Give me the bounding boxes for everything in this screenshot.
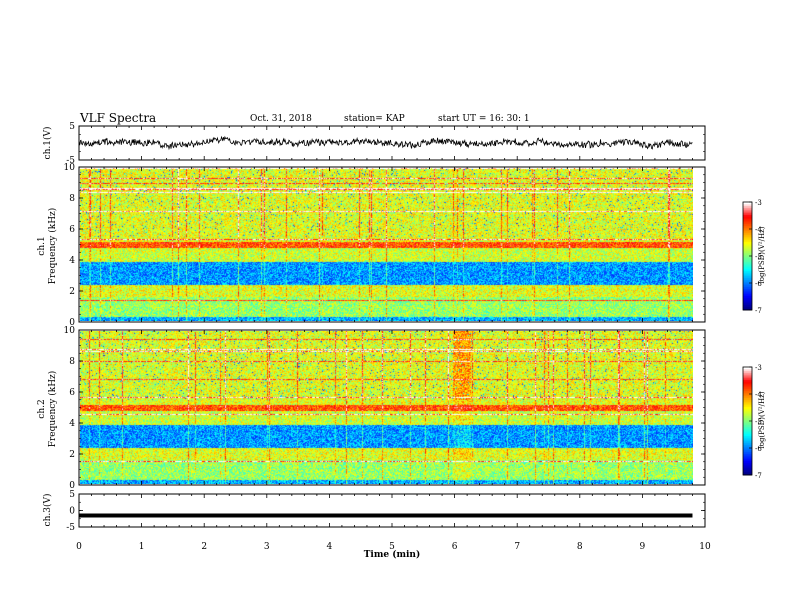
- cb2-tick-0: -3: [755, 364, 762, 372]
- ch2-spectrogram-y-label: ch.2 Frequency (kHz): [37, 371, 58, 448]
- ch3-waveform-panel: 50-50 1 2 3 4 5 6 7 8 9 10: [66, 490, 711, 552]
- ch3-waveform-panel-frame: [78, 493, 706, 528]
- x-axis-label: Time (min): [364, 549, 421, 560]
- ch3-y-label: ch.3(V): [42, 494, 53, 527]
- ch2-spectrogram-y-label-quantity: Frequency (kHz): [47, 371, 58, 448]
- ch1-spectrogram-panel-ytick-3: 6: [69, 225, 75, 235]
- cb1-tick-3: -6: [755, 280, 762, 288]
- x-tick-5: 5: [389, 542, 395, 552]
- ch1-waveform-line: [78, 135, 693, 151]
- x-tick-7: 7: [514, 542, 520, 552]
- ch1-waveform-panel-ytick-0: 5: [69, 122, 75, 132]
- ch1-spectrogram-y-label-channel: ch.1: [37, 236, 47, 255]
- ch1-colorbar: -3 -4 -5 -6 -7: [742, 199, 762, 315]
- cb2-tick-2: -5: [755, 418, 762, 426]
- ch2-colorbar: -3 -4 -5 -6 -7: [742, 364, 762, 480]
- ch1-waveform-panel-frame: [78, 125, 706, 161]
- ch1-spectrogram-panel: 0 2 4 6 8 10: [64, 163, 706, 328]
- ch3-waveform-panel-ytick-1: 0: [69, 507, 75, 517]
- x-tick-2: 2: [201, 542, 207, 552]
- start-time-label: start UT = 16: 30: 1: [438, 114, 530, 124]
- x-tick-10: 10: [699, 542, 711, 552]
- x-tick-3: 3: [264, 542, 270, 552]
- x-tick-4: 4: [327, 542, 333, 552]
- ch1-spectrogram-y-label: ch.1 Frequency (kHz): [37, 208, 58, 285]
- ch1-spectrogram-panel-ytick-2: 4: [69, 256, 75, 266]
- ch2-spectrogram-panel-ytick-1: 2: [69, 450, 75, 460]
- ch3-waveform-panel-ytick-0: 5: [69, 490, 75, 500]
- ch1-waveform-panel-ytick-1: -5: [66, 156, 75, 166]
- cb2-tick-3: -6: [755, 445, 762, 453]
- ch1-spectrogram-panel-ytick-0: 0: [69, 318, 75, 328]
- ch3-waveform-panel-ytick-2: -5: [66, 523, 75, 533]
- ch2-spectrogram-panel-ytick-4: 8: [69, 357, 75, 367]
- ch1-spectrogram-panel-ytick-1: 2: [69, 287, 75, 297]
- x-tick-9: 9: [640, 542, 646, 552]
- cb1-tick-4: -7: [755, 307, 762, 315]
- station-label: station= KAP: [344, 114, 405, 124]
- ch2-spectrogram-panel-ytick-5: 10: [64, 326, 76, 336]
- ch2-spectrogram-panel-ytick-2: 4: [69, 419, 75, 429]
- ch1-y-label: ch.1(V): [42, 127, 53, 160]
- ch2-spectrogram-image: [80, 331, 693, 484]
- ch2-spectrogram-panel: 0 2 4 6 8 10: [64, 326, 706, 491]
- ch2-spectrogram-panel-ytick-3: 6: [69, 388, 75, 398]
- ch1-spectrogram-panel-ytick-5: 10: [64, 163, 76, 173]
- x-tick-8: 8: [577, 542, 583, 552]
- ch1-spectrogram-image: [80, 168, 693, 321]
- cb1-tick-2: -5: [755, 253, 762, 261]
- cb2-tick-4: -7: [755, 472, 762, 480]
- cb1-tick-0: -3: [755, 199, 762, 207]
- ch1-spectrogram-y-label-quantity: Frequency (kHz): [47, 208, 58, 285]
- ch1-colorbar-label: log(PSD)(V²/Hz): [758, 226, 766, 283]
- ch2-spectrogram-panel-ytick-0: 0: [69, 481, 75, 491]
- x-tick-1: 1: [139, 542, 145, 552]
- chart-title: VLF Spectra: [80, 111, 157, 125]
- ch1-spectrogram-panel-ytick-4: 8: [69, 194, 75, 204]
- cb2-tick-1: -4: [755, 391, 762, 399]
- ch1-waveform-panel: 5 -5: [66, 122, 706, 166]
- ch2-spectrogram-y-label-channel: ch.2: [37, 399, 47, 418]
- ch2-colorbar-label: log(PSD)(V²/Hz): [758, 391, 766, 448]
- x-tick-6: 6: [452, 542, 458, 552]
- cb1-tick-1: -4: [755, 226, 762, 234]
- x-tick-0: 0: [76, 542, 82, 552]
- date-label: Oct. 31, 2018: [250, 114, 312, 124]
